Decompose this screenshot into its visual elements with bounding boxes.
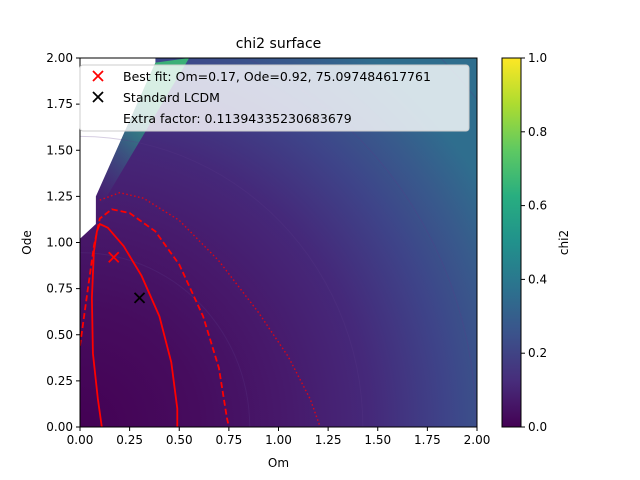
- y-tick-label: 1.25: [46, 189, 73, 203]
- chart-title: chi2 surface: [236, 36, 322, 52]
- x-tick-label: 0.00: [67, 433, 94, 447]
- legend-label-best-fit: Best fit: Om=0.17, Ode=0.92, 75.09748461…: [123, 69, 431, 84]
- colorbar-tick-label: 0.6: [528, 199, 547, 213]
- y-tick-label: 0.50: [46, 328, 73, 342]
- x-axis-label: Om: [268, 456, 289, 470]
- iso-band-1: [80, 135, 364, 427]
- colorbar-tick-label: 1.0: [528, 51, 547, 65]
- x-axis-ticks: 0.00 0.25 0.50 0.75 1.00 1.25 1.50 1.75 2.00: [67, 427, 491, 447]
- contour-middle: [80, 208, 230, 427]
- surface-fill: [80, 58, 477, 427]
- legend: Best fit: Om=0.17, Ode=0.92, 75.09748461…: [79, 64, 470, 132]
- legend-box: [79, 64, 470, 132]
- iso-band-2: [245, 58, 477, 427]
- plot-area: [80, 58, 477, 427]
- colorbar-ticks: 0.0 0.2 0.4 0.6 0.8 1.0: [521, 51, 547, 434]
- surface-edge-glow: [95, 58, 190, 215]
- contour-inner: [90, 222, 179, 427]
- x-tick-label: 1.00: [265, 433, 292, 447]
- y-axis-ticks: 0.00 0.25 0.50 0.75 1.00 1.25 1.50 1.75 2.00: [46, 51, 80, 434]
- colorbar-label: chi2: [557, 230, 571, 255]
- legend-label-standard-lcdm: Standard LCDM: [123, 90, 220, 105]
- y-tick-label: 0.75: [46, 282, 73, 296]
- x-tick-label: 1.25: [315, 433, 342, 447]
- legend-marker-best-fit: [92, 70, 104, 82]
- colorbar-tick-label: 0.2: [528, 346, 547, 360]
- chi2-surface: [80, 58, 477, 427]
- markers: [108, 251, 146, 304]
- colorbar-gradient: [501, 57, 522, 428]
- y-axis-label: Ode: [20, 230, 34, 254]
- iso-band-0: [80, 252, 251, 427]
- y-tick-label: 0.00: [46, 420, 73, 434]
- point-best-fit: [108, 251, 120, 263]
- y-tick-label: 1.50: [46, 143, 73, 157]
- point-standard-lcdm: [133, 292, 146, 304]
- colorbar-tick-label: 0.8: [528, 125, 547, 139]
- confidence-contours: [80, 191, 321, 427]
- x-tick-label: 0.75: [216, 433, 243, 447]
- colorbar: 0.0 0.2 0.4 0.6 0.8 1.0 chi2: [501, 51, 571, 434]
- colorbar-tick-label: 0.4: [528, 272, 547, 286]
- colorbar-tick-label: 0.0: [528, 420, 547, 434]
- contour-outer: [99, 191, 321, 427]
- x-tick-label: 0.25: [116, 433, 143, 447]
- x-tick-label: 1.75: [414, 433, 441, 447]
- legend-marker-standard-lcdm: [92, 91, 104, 103]
- x-tick-label: 1.50: [364, 433, 391, 447]
- y-tick-label: 0.25: [46, 374, 73, 388]
- legend-label-extra-factor: Extra factor: 0.11394335230683679: [123, 111, 352, 126]
- x-tick-label: 2.00: [464, 433, 491, 447]
- y-tick-label: 1.75: [46, 97, 73, 111]
- x-tick-label: 0.50: [166, 433, 193, 447]
- y-tick-label: 2.00: [46, 51, 73, 65]
- y-tick-label: 1.00: [46, 236, 73, 250]
